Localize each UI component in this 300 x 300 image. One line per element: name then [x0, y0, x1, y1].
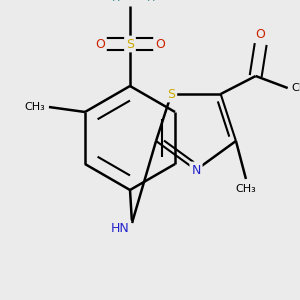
- Text: O: O: [155, 38, 165, 50]
- Text: N: N: [191, 164, 201, 176]
- Text: CH₃: CH₃: [292, 83, 300, 93]
- Text: CH₃: CH₃: [236, 184, 256, 194]
- Text: HN: HN: [111, 221, 129, 235]
- Text: O: O: [95, 38, 105, 50]
- Text: S: S: [167, 88, 175, 100]
- Text: H: H: [147, 0, 155, 3]
- Text: S: S: [126, 38, 134, 50]
- Text: CH₃: CH₃: [24, 102, 45, 112]
- Text: O: O: [256, 28, 266, 40]
- Text: H: H: [112, 0, 120, 3]
